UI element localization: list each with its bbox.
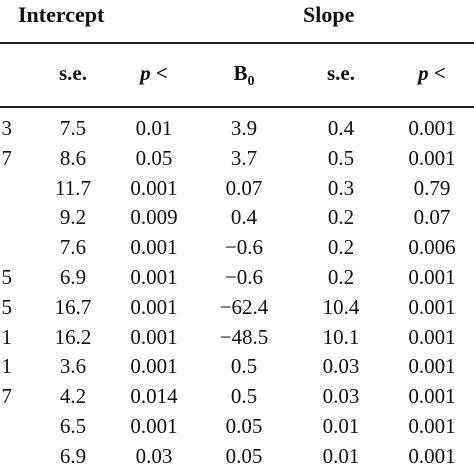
slope-se-cell: 10.1 — [322, 325, 360, 349]
slope-b0-cell: −62.4 — [219, 295, 269, 319]
intercept-p-cell: 0.001 — [130, 354, 178, 378]
slope-b0-cell: 0.5 — [230, 354, 258, 378]
slope-se-cell: 0.3 — [327, 176, 355, 200]
intercept-p-cell: 0.001 — [130, 414, 178, 438]
intercept-se-cell: 7.5 — [59, 116, 87, 140]
slope-p-cell: 0.001 — [408, 414, 456, 438]
slope-p-cell: 0.001 — [408, 265, 456, 289]
intercept-p-cell: 0.01 — [135, 116, 173, 140]
intercept-se-cell: 16.2 — [54, 325, 92, 349]
col-header-intercept-p: p < — [140, 61, 168, 85]
intercept-p-cell: 0.001 — [130, 295, 178, 319]
intercept-se-cell: 4.2 — [59, 384, 87, 408]
slope-p-cell: 0.001 — [408, 384, 456, 408]
intercept-p-cell: 0.009 — [130, 205, 178, 229]
slope-b0-cell: 0.4 — [230, 205, 258, 229]
slope-p-cell: 0.001 — [408, 116, 456, 140]
header-rule — [0, 106, 474, 108]
intercept-se-cell: 16.7 — [54, 295, 92, 319]
slope-p-cell: 0.001 — [408, 354, 456, 378]
slope-p-cell: 0.001 — [408, 295, 456, 319]
slope-group-header: Slope — [303, 2, 355, 27]
row-edge-digit: 7 — [1, 384, 13, 408]
row-edge-digit: 7 — [1, 146, 13, 170]
slope-p-cell: 0.001 — [408, 146, 456, 170]
intercept-se-cell: 6.5 — [59, 414, 87, 438]
intercept-se-cell: 6.9 — [59, 444, 87, 468]
top-rule — [0, 42, 474, 44]
slope-b0-cell: 0.05 — [225, 414, 263, 438]
slope-se-cell: 0.4 — [327, 116, 355, 140]
row-edge-digit: 1 — [1, 354, 13, 378]
row-edge-digit: 5 — [1, 295, 13, 319]
slope-se-cell: 0.2 — [327, 265, 355, 289]
b0-main: B — [233, 61, 248, 85]
b0-subscript: 0 — [247, 74, 255, 89]
slope-p-cell: 0.001 — [408, 325, 456, 349]
slope-se-cell: 10.4 — [322, 295, 360, 319]
intercept-se-cell: 11.7 — [55, 176, 91, 200]
slope-se-cell: 0.2 — [327, 205, 355, 229]
intercept-p-cell: 0.014 — [130, 384, 178, 408]
slope-b0-cell: 0.5 — [230, 384, 258, 408]
slope-p-cell: 0.006 — [408, 235, 456, 259]
slope-b0-cell: −48.5 — [219, 325, 269, 349]
slope-se-cell: 0.03 — [322, 384, 360, 408]
intercept-se-cell: 7.6 — [59, 235, 87, 259]
col-header-slope-se: s.e. — [327, 61, 355, 85]
slope-p-cell: 0.001 — [408, 444, 456, 468]
col-header-intercept-se: s.e. — [59, 61, 87, 85]
intercept-group-header: Intercept — [18, 2, 105, 27]
row-edge-digit: 5 — [1, 265, 13, 289]
slope-b0-cell: 3.7 — [230, 146, 258, 170]
slope-se-cell: 0.01 — [322, 444, 360, 468]
slope-b0-cell: 0.05 — [225, 444, 263, 468]
slope-b0-cell: −0.6 — [224, 265, 264, 289]
slope-se-cell: 0.2 — [327, 235, 355, 259]
intercept-se-cell: 6.9 — [59, 265, 87, 289]
slope-se-cell: 0.5 — [327, 146, 355, 170]
intercept-p-cell: 0.03 — [135, 444, 173, 468]
intercept-p-cell: 0.05 — [135, 146, 173, 170]
intercept-se-cell: 9.2 — [59, 205, 87, 229]
slope-b0-cell: 3.9 — [230, 116, 258, 140]
col-header-slope-p: p < — [418, 61, 446, 85]
slope-se-cell: 0.03 — [322, 354, 360, 378]
row-edge-digit: 3 — [1, 116, 13, 140]
slope-se-cell: 0.01 — [322, 414, 360, 438]
intercept-se-cell: 3.6 — [59, 354, 87, 378]
col-header-slope-b0: B0 — [194, 60, 294, 95]
slope-b0-cell: 0.07 — [225, 176, 263, 200]
slope-b0-cell: −0.6 — [224, 235, 264, 259]
intercept-se-cell: 8.6 — [59, 146, 87, 170]
intercept-p-cell: 0.001 — [130, 235, 178, 259]
slope-p-cell: 0.79 — [413, 176, 451, 200]
row-edge-digit: 1 — [1, 325, 13, 349]
slope-p-cell: 0.07 — [413, 205, 451, 229]
intercept-p-cell: 0.001 — [130, 176, 178, 200]
intercept-p-cell: 0.001 — [130, 265, 178, 289]
intercept-p-cell: 0.001 — [130, 325, 178, 349]
